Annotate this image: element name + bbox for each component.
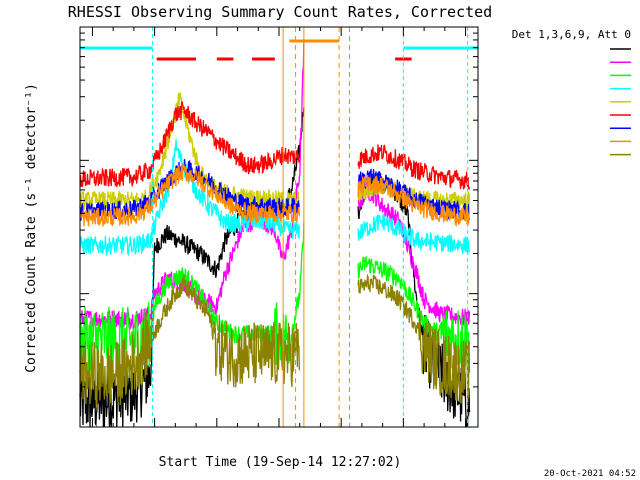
x-axis-label: Start Time (19-Sep-14 12:27:02): [159, 455, 402, 470]
series-line: [79, 163, 470, 228]
axes: [79, 26, 479, 428]
plot-area: [79, 27, 478, 428]
series-line: [79, 39, 471, 331]
legend: Det 1,3,6,9, Att 0: [512, 28, 631, 156]
chart-title: RHESSI Observing Summary Count Rates, Co…: [68, 3, 492, 21]
legend-header: Det 1,3,6,9, Att 0: [512, 28, 631, 41]
series-line: [79, 273, 471, 408]
y-axis-label: Corrected Count Rate (s⁻¹ detector⁻¹): [24, 83, 39, 373]
series-line: [79, 101, 471, 191]
footer-date: 20-Oct-2021 04:52: [544, 469, 636, 479]
series-line: [79, 92, 471, 211]
